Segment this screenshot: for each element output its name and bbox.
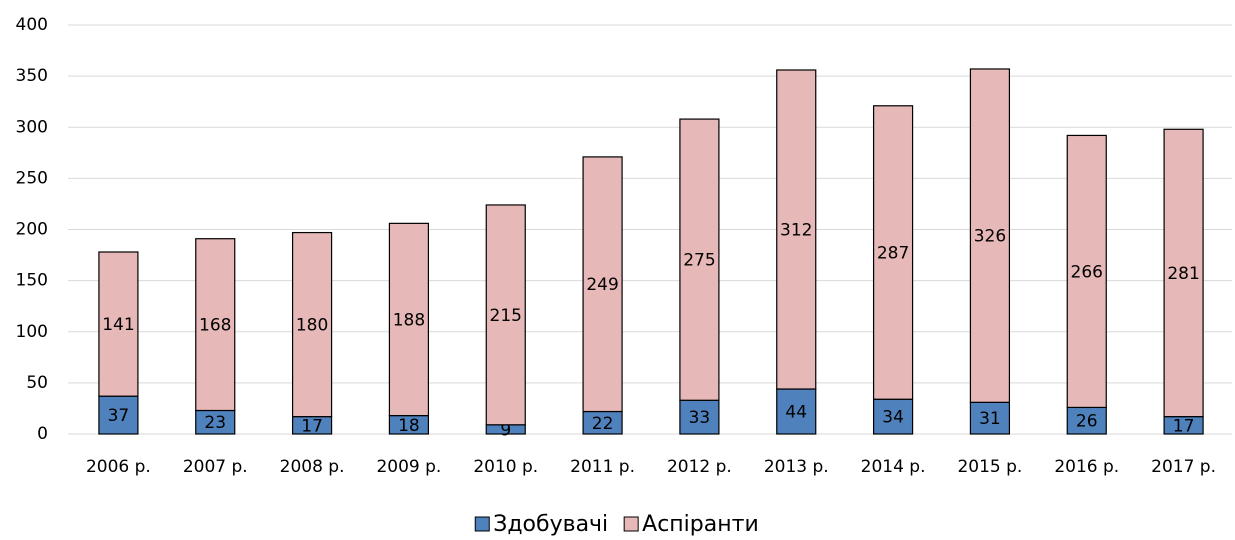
legend-label: Аспіранти — [642, 512, 759, 537]
data-label: 249 — [586, 275, 618, 295]
y-tick-label: 300 — [16, 117, 48, 137]
data-label: 141 — [102, 315, 134, 335]
x-tick-label: 2006 р. — [86, 457, 151, 477]
bar-segment — [776, 388, 817, 435]
data-label: 44 — [785, 403, 807, 423]
x-tick-label: 2011 р. — [570, 457, 635, 477]
bar-segment — [969, 401, 1011, 435]
y-tick-label: 200 — [16, 220, 48, 240]
y-tick-label: 50 — [26, 373, 48, 393]
data-label: 312 — [780, 221, 812, 241]
data-label: 26 — [1076, 412, 1098, 432]
bar-segment — [582, 156, 623, 413]
data-label: 18 — [398, 416, 420, 436]
bar-segment — [291, 231, 333, 418]
bar-segment — [679, 399, 720, 435]
bar-segment — [1163, 128, 1204, 418]
x-tick-label: 2014 р. — [861, 457, 926, 477]
data-label: 17 — [1173, 416, 1195, 436]
legend-label: Здобувачі — [493, 512, 608, 537]
x-tick-label: 2016 р. — [1054, 457, 1119, 477]
bar-segment — [388, 222, 430, 417]
x-tick-label: 2012 р. — [667, 457, 732, 477]
data-label: 188 — [393, 310, 425, 330]
data-label: 22 — [592, 414, 614, 434]
y-tick-label: 100 — [16, 322, 48, 342]
data-label: 23 — [204, 413, 226, 433]
data-label: 33 — [689, 408, 711, 428]
data-label: 215 — [490, 306, 522, 326]
legend-swatch — [623, 516, 639, 532]
x-tick-label: 2017 р. — [1151, 457, 1216, 477]
bar-segment — [1066, 134, 1107, 409]
bar-segment — [679, 118, 720, 401]
y-tick-label: 350 — [16, 66, 48, 86]
x-tick-label: 2013 р. — [764, 457, 829, 477]
data-label: 37 — [108, 406, 130, 426]
data-label: 275 — [683, 251, 715, 271]
data-label: 326 — [974, 227, 1006, 247]
y-tick-label: 250 — [16, 168, 48, 188]
bar-segment — [195, 238, 236, 412]
data-label: 31 — [979, 409, 1001, 429]
data-label: 287 — [877, 244, 909, 264]
bar-segment — [969, 68, 1011, 403]
data-label: 17 — [301, 416, 323, 436]
bar-segment — [776, 69, 817, 390]
y-tick-label: 150 — [16, 271, 48, 291]
x-tick-label: 2015 р. — [957, 457, 1022, 477]
x-tick-label: 2009 р. — [376, 457, 441, 477]
x-tick-label: 2010 р. — [473, 457, 538, 477]
x-tick-label: 2008 р. — [280, 457, 345, 477]
data-label: 34 — [882, 408, 904, 428]
bar-segment — [485, 204, 526, 426]
legend-swatch — [474, 516, 490, 532]
y-tick-label: 400 — [16, 15, 48, 35]
data-label: 266 — [1071, 262, 1103, 282]
bar-segment — [98, 251, 139, 397]
y-tick-label: 0 — [37, 424, 48, 444]
data-label: 180 — [296, 316, 328, 336]
bar-segment — [872, 105, 914, 400]
data-label: 281 — [1167, 264, 1199, 284]
x-tick-label: 2007 р. — [183, 457, 248, 477]
data-label: 9 — [500, 420, 511, 440]
data-label: 168 — [199, 316, 231, 336]
